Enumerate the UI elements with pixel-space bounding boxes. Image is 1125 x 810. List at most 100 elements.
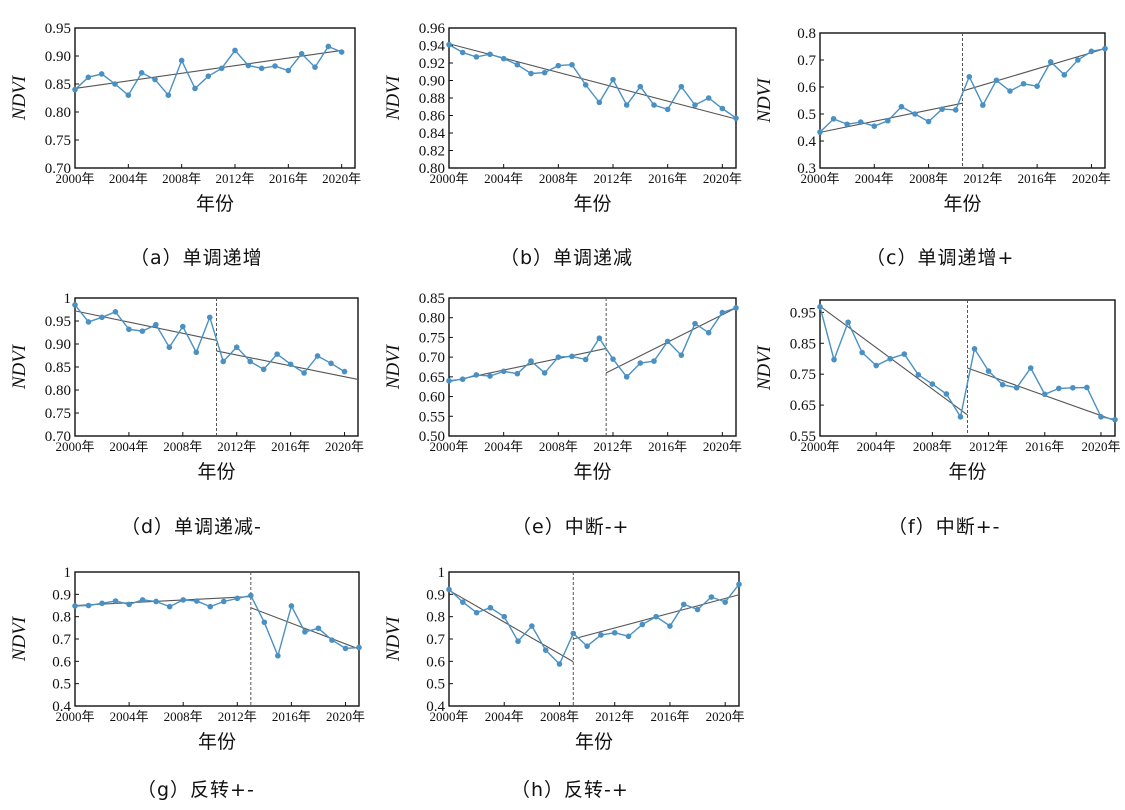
panel-caption: （e）中断-+ <box>512 516 630 538</box>
y-axis-label: NDVI <box>383 343 404 390</box>
series-line <box>448 583 740 666</box>
data-point <box>692 102 698 108</box>
data-point <box>85 602 92 609</box>
data-point <box>733 115 739 121</box>
data-point <box>817 129 823 135</box>
data-point <box>193 598 200 604</box>
x-tick-label: 2008年 <box>162 171 201 186</box>
y-tick-label: 0.5 <box>52 677 71 693</box>
x-tick-label: 2004年 <box>484 439 523 454</box>
data-point <box>85 319 92 325</box>
x-axis-label: 年份 <box>948 461 986 483</box>
y-tick-label: 0.4 <box>797 134 816 150</box>
data-point <box>459 376 466 383</box>
y-axis-label: NDVI <box>383 615 404 662</box>
x-tick-label: 2000年 <box>55 171 94 186</box>
data-point <box>234 595 241 602</box>
panel-caption: （b）单调递减 <box>500 247 634 269</box>
chart-panel: 0.4 0.5 0.6 0.7 0.8 0.9 1 2000年 2004年 2008年 2012年 2… <box>9 565 365 753</box>
x-tick-label: 2004年 <box>485 709 524 724</box>
y-tick-label: 0.60 <box>419 390 445 406</box>
data-point <box>218 65 225 72</box>
data-point <box>598 632 604 638</box>
data-point <box>275 652 281 659</box>
data-point <box>260 366 267 373</box>
data-point <box>623 102 630 108</box>
x-tick-label: 2016年 <box>271 439 310 454</box>
y-tick-label: 0.85 <box>790 336 816 352</box>
data-point <box>582 82 589 88</box>
data-point <box>667 623 673 629</box>
x-tick-label: 2008年 <box>909 171 948 186</box>
x-tick-label: 2000年 <box>800 171 839 186</box>
y-tick-label: 0.75 <box>419 330 445 346</box>
data-point <box>845 319 851 326</box>
y-tick-label: 0.80 <box>419 311 445 327</box>
data-point <box>719 105 726 112</box>
x-tick-label: 2012年 <box>215 171 254 186</box>
data-point <box>985 368 992 374</box>
data-point <box>678 352 685 358</box>
x-tick-label: 2000年 <box>429 171 468 186</box>
y-tick-label: 0.95 <box>790 305 816 321</box>
data-point <box>487 373 493 379</box>
data-point <box>301 370 307 376</box>
x-tick-label: 2012年 <box>218 709 257 724</box>
data-point <box>664 106 671 113</box>
data-point <box>446 378 452 384</box>
data-point <box>272 63 278 69</box>
data-point <box>139 597 146 603</box>
data-point <box>166 344 173 351</box>
x-tick-label: 2012年 <box>595 709 634 724</box>
data-point <box>736 581 742 588</box>
data-point <box>138 70 145 76</box>
x-tick-label: 2008年 <box>164 709 203 724</box>
data-point <box>500 55 507 62</box>
data-point <box>85 74 92 81</box>
data-point <box>356 644 362 651</box>
x-tick-label: 2016年 <box>648 439 687 454</box>
data-point <box>596 99 603 106</box>
y-axis-label: NDVI <box>9 74 30 121</box>
y-tick-label: 1 <box>64 291 72 307</box>
x-tick-label: 2020年 <box>325 439 364 454</box>
data-point <box>1056 385 1062 392</box>
data-point <box>205 73 212 79</box>
plot-frame <box>74 571 360 707</box>
data-point <box>611 629 618 636</box>
data-point <box>178 57 185 64</box>
data-point <box>126 326 132 333</box>
data-point <box>596 335 603 342</box>
chart-panel: 0.55 0.65 0.75 0.85 0.95 2000年 2004年 2008年 2012年… <box>754 299 1120 483</box>
y-tick-label: 0.80 <box>419 161 445 177</box>
data-point <box>980 102 986 108</box>
chart-panel: 0.50 0.55 0.60 0.65 0.70 0.75 0.80 0.85 2000年 200… <box>383 291 742 483</box>
x-axis-label: 年份 <box>196 193 234 215</box>
data-point <box>625 633 632 640</box>
data-point <box>929 381 936 387</box>
data-point <box>925 118 932 125</box>
data-point <box>473 609 480 616</box>
data-point <box>733 305 739 311</box>
x-tick-label: 2020年 <box>1081 439 1120 454</box>
data-point <box>206 314 213 321</box>
series-line <box>819 306 1116 421</box>
data-point <box>1020 80 1027 87</box>
data-point <box>692 320 698 327</box>
data-point <box>971 346 978 352</box>
data-point <box>569 353 575 360</box>
y-tick-label: 0.50 <box>419 429 445 445</box>
data-point <box>314 353 321 359</box>
data-point <box>1088 48 1095 55</box>
data-point <box>719 309 726 316</box>
x-axis-label: 年份 <box>943 193 981 215</box>
data-point <box>325 43 332 50</box>
data-point <box>637 360 644 366</box>
x-tick-label: 2020年 <box>703 439 742 454</box>
data-point <box>153 321 159 328</box>
x-tick-label: 2008年 <box>539 439 578 454</box>
data-point <box>220 598 227 605</box>
data-point <box>193 349 200 356</box>
y-tick-label: 0.90 <box>45 337 71 353</box>
data-point <box>298 50 305 57</box>
